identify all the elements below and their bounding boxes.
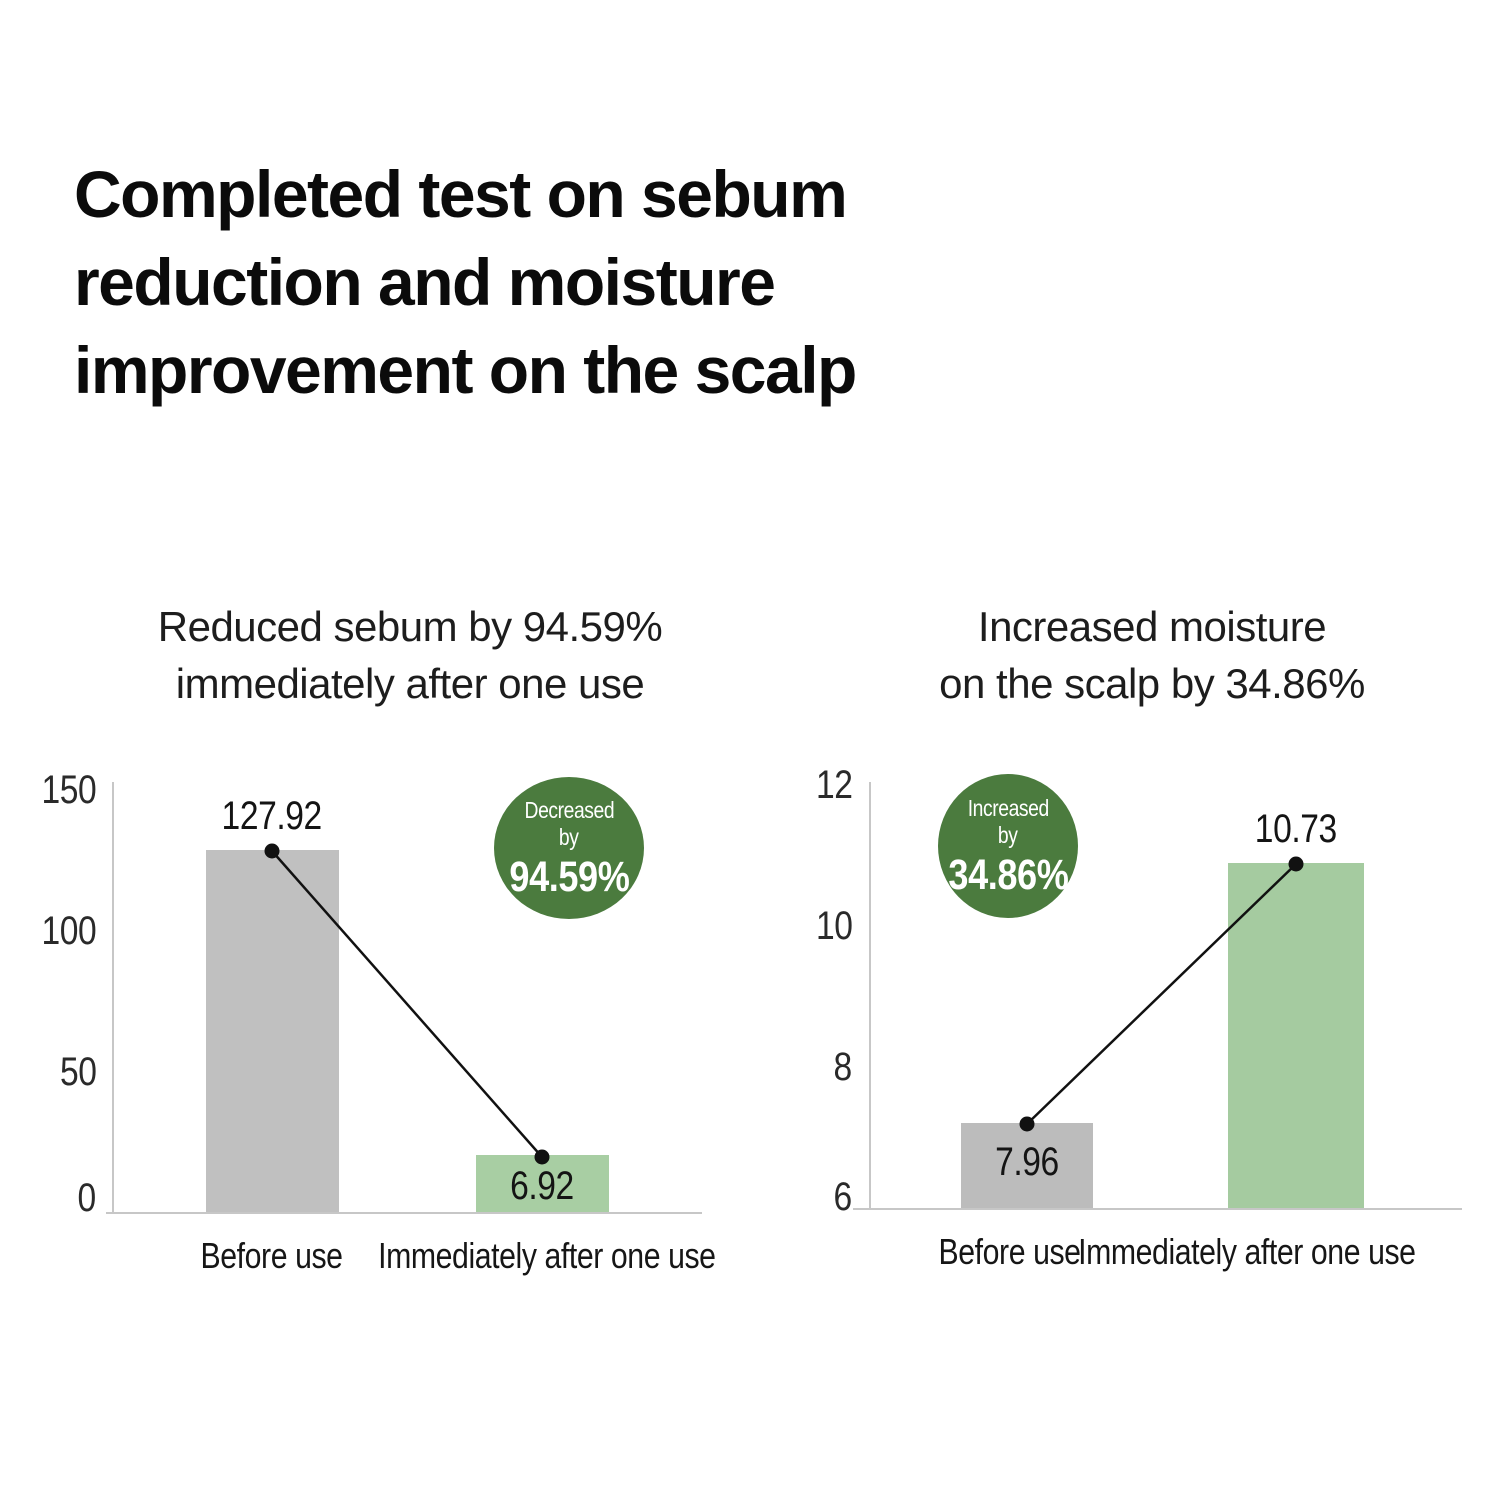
sebum-y-tick-150: 150: [0, 764, 96, 816]
moisture-x-label-before-use-text: Before use: [938, 1231, 1082, 1272]
moisture-y-tick-8-text: 8: [833, 1045, 853, 1089]
moisture-y-tick-8: 8: [712, 1041, 853, 1093]
moisture-y-tick-6: 6: [712, 1171, 853, 1223]
sebum-y-axis-line: [112, 782, 114, 1214]
sebum-y-tick-100: 100: [0, 905, 96, 957]
moisture-y-tick-12-text: 12: [815, 763, 852, 807]
moisture-value-label-after-one-use: 10.73: [1086, 803, 1500, 855]
moisture-y-tick-10-text: 10: [815, 904, 852, 948]
sebum-value-label-after-one-use: 6.92: [332, 1160, 752, 1212]
sebum-y-tick-150-text: 150: [41, 768, 96, 812]
page-title: Completed test on sebum reduction and mo…: [74, 150, 857, 414]
moisture-bar-after-one-use: [1228, 863, 1364, 1208]
sebum-value-label-before-use: 127.92: [62, 790, 482, 842]
moisture-badge-value: 34.86%: [948, 850, 1068, 899]
moisture-x-label-after-one-use: Immediately after one use: [1017, 1228, 1477, 1276]
moisture-y-tick-6-text: 6: [833, 1175, 853, 1219]
moisture-x-label-after-one-use-text: Immediately after one use: [1078, 1231, 1416, 1272]
sebum-x-label-after-one-use: Immediately after one use: [317, 1232, 777, 1280]
sebum-y-tick-50: 50: [0, 1046, 96, 1098]
moisture-badge-text-line-2: by: [998, 821, 1018, 848]
moisture-bar-before-use: [961, 1123, 1093, 1208]
moisture-y-axis-line: [869, 782, 871, 1210]
sebum-y-tick-50-text: 50: [59, 1050, 96, 1094]
moisture-chart-subtitle-line-2: on the scalp by 34.86%: [939, 660, 1365, 707]
moisture-x-label-before-use: Before use: [780, 1228, 1240, 1276]
moisture-badge-text-line-1: Increased: [967, 794, 1049, 821]
moisture-value-label-before-use-text: 7.96: [995, 1140, 1059, 1184]
page-title-line-1: Completed test on sebum: [74, 157, 848, 231]
moisture-value-label-after-one-use-text: 10.73: [1254, 807, 1337, 851]
sebum-y-tick-100-text: 100: [41, 909, 96, 953]
sebum-x-label-before-use: Before use: [42, 1232, 502, 1280]
moisture-y-tick-12: 12: [712, 759, 852, 811]
page-title-line-2: reduction and moisture: [74, 245, 776, 319]
sebum-bar-after-one-use: [475, 1155, 609, 1212]
moisture-x-axis-line: [853, 1208, 1462, 1210]
sebum-x-axis-line: [106, 1212, 702, 1214]
sebum-x-label-after-one-use-text: Immediately after one use: [378, 1235, 716, 1276]
moisture-chart-subtitle: Increased moisture on the scalp by 34.86%: [832, 598, 1472, 712]
moisture-chart-subtitle-line-1: Increased moisture: [977, 603, 1327, 650]
sebum-value-label-before-use-text: 127.92: [221, 794, 323, 838]
sebum-badge-text-line-1: Decreased: [524, 796, 614, 823]
sebum-chart-subtitle-line-1: Reduced sebum by 94.59%: [157, 603, 663, 650]
sebum-value-label-after-one-use-text: 6.92: [510, 1164, 574, 1208]
sebum-badge-text-line-2: by: [559, 823, 579, 850]
sebum-x-label-before-use-text: Before use: [200, 1235, 344, 1276]
sebum-y-tick-0-text: 0: [77, 1176, 97, 1220]
moisture-value-label-before-use: 7.96: [817, 1136, 1237, 1188]
sebum-chart-subtitle: Reduced sebum by 94.59% immediately after…: [70, 598, 750, 712]
sebum-y-tick-0: 0: [0, 1172, 97, 1224]
sebum-chart-subtitle-line-2: immediately after one use: [175, 660, 645, 707]
moisture-change-badge: Increased by 34.86%: [938, 774, 1078, 918]
moisture-y-tick-10: 10: [712, 900, 852, 952]
page-title-line-3: improvement on the scalp: [74, 333, 857, 407]
